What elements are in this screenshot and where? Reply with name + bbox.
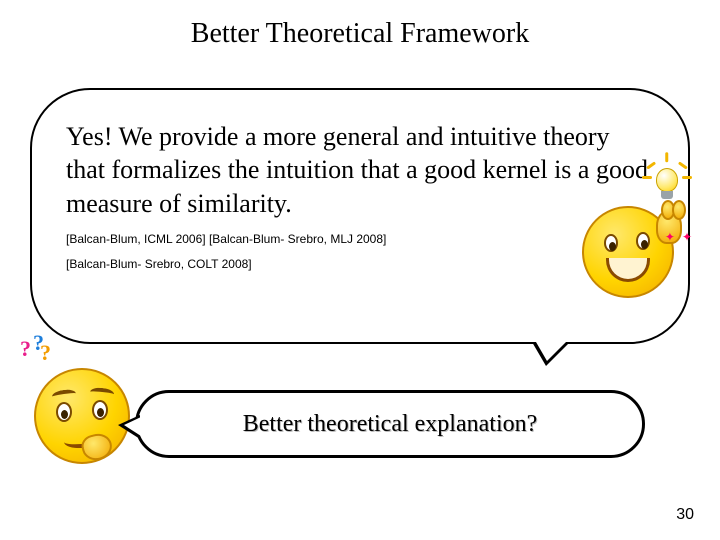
question-marks-icon: ???: [20, 336, 53, 362]
answer-text: Yes! We provide a more general and intui…: [66, 120, 654, 220]
sparkle-icon: ✦ ✦: [665, 230, 694, 245]
question-speech-bubble: Better theoretical explanation?: [135, 390, 645, 458]
lightbulb-smiley-icon: ✦ ✦: [582, 170, 692, 310]
bubble-tail-icon: [536, 342, 566, 361]
citations-block: [Balcan-Blum, ICML 2006] [Balcan-Blum- S…: [66, 230, 654, 274]
bubble-tail-icon: [124, 417, 141, 436]
citation-line: [Balcan-Blum- Srebro, COLT 2008]: [66, 255, 654, 274]
question-text: Better theoretical explanation?: [243, 411, 538, 438]
slide-title: Better Theoretical Framework: [0, 0, 720, 60]
slide-number: 30: [676, 506, 694, 524]
citation-line: [Balcan-Blum, ICML 2006] [Balcan-Blum- S…: [66, 230, 654, 249]
